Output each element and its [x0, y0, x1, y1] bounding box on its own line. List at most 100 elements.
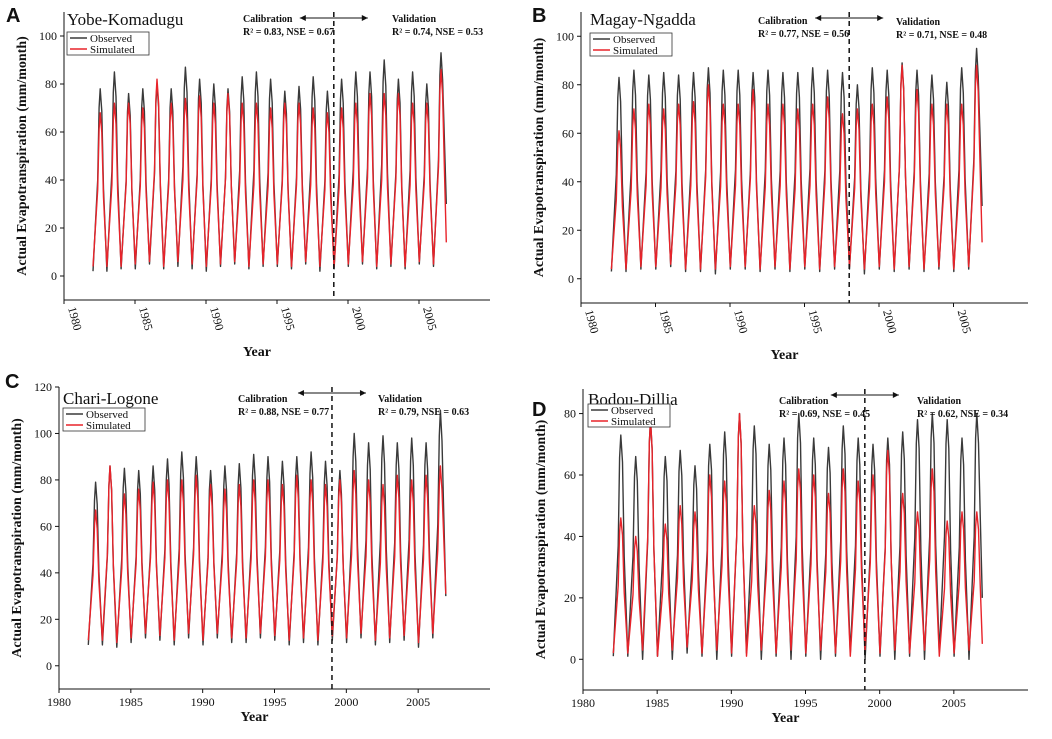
validation-stats: R² = 0.74, NSE = 0.53	[392, 27, 483, 38]
panel-letter: B	[532, 5, 546, 27]
y-tick-label: 40	[564, 529, 576, 543]
arrow-right-icon	[359, 390, 366, 396]
legend-label-observed: Observed	[613, 34, 656, 46]
validation-label: Validation	[917, 396, 962, 407]
calibration-label: Calibration	[779, 396, 829, 407]
calibration-stats: R² = 0.69, NSE = 0.45	[779, 409, 870, 420]
basin-title: Magay-Ngadda	[590, 10, 696, 29]
x-tick-label: 1980	[47, 695, 71, 709]
x-tick-label: 2005	[942, 696, 966, 710]
x-tick-label: 2005	[420, 305, 440, 332]
legend-box	[589, 32, 673, 57]
x-tick-label: 1995	[278, 305, 298, 332]
x-tick-label: 1985	[645, 696, 669, 710]
x-tick-label: 1990	[191, 695, 215, 709]
y-tick-label: 40	[562, 175, 574, 189]
y-tick-label: 100	[39, 29, 57, 43]
validation-stats: R² = 0.62, NSE = 0.34	[917, 409, 1008, 420]
x-axis-title: Year	[772, 711, 800, 726]
series-line-observed	[87, 409, 447, 648]
y-tick-label: 0	[568, 272, 574, 286]
legend-label-observed: Observed	[90, 33, 133, 45]
series-line-simulated	[92, 68, 447, 268]
y-tick-label: 60	[40, 519, 52, 533]
panel-a: A Yobe-Komadugu 0 20 40 60 80 100 1980 1985 1990 19…	[6, 5, 490, 360]
y-tick-label: 60	[564, 468, 576, 482]
legend-label-simulated: Simulated	[90, 44, 135, 56]
calibration-stats: R² = 0.77, NSE = 0.56	[758, 29, 849, 40]
basin-title: Yobe-Komadugu	[67, 10, 184, 29]
arrow-left-icon	[815, 15, 822, 21]
x-tick-label: 1985	[119, 695, 143, 709]
arrow-right-icon	[877, 15, 884, 21]
y-tick-label: 100	[556, 29, 574, 43]
panel-c: C Chari-Logone 0 20 40 60 80 100 120 1980 1985 1990…	[5, 371, 490, 725]
series-line-simulated	[87, 465, 447, 644]
panel-b: B Magay-Ngadda 0 20 40 60 80 100 1980 1985 1990 199…	[532, 5, 1028, 363]
x-tick-label: 1980	[582, 308, 602, 335]
y-axis-title: Actual Evapotranspiration (mm/month)	[532, 37, 547, 277]
x-tick-label: 1985	[657, 308, 677, 335]
arrow-right-icon	[892, 392, 899, 398]
y-tick-label: 80	[564, 407, 576, 421]
legend-label-observed: Observed	[86, 409, 129, 421]
y-tick-label: 60	[562, 126, 574, 140]
y-tick-label: 60	[45, 125, 57, 139]
y-tick-label: 80	[562, 78, 574, 92]
arrow-right-icon	[361, 15, 368, 21]
validation-label: Validation	[378, 394, 423, 405]
y-tick-label: 0	[46, 659, 52, 673]
arrow-left-icon	[299, 15, 306, 21]
x-tick-label: 2000	[880, 308, 900, 335]
validation-label: Validation	[896, 17, 941, 28]
y-tick-label: 100	[34, 426, 52, 440]
x-tick-label: 2005	[406, 695, 430, 709]
x-tick-label: 1985	[136, 305, 156, 332]
x-axis-title: Year	[243, 345, 271, 360]
panel-letter: A	[6, 5, 20, 27]
validation-stats: R² = 0.71, NSE = 0.48	[896, 30, 987, 41]
y-tick-label: 20	[562, 223, 574, 237]
validation-label: Validation	[392, 14, 437, 25]
y-axis-title: Actual Evapotranspiration (mm/month)	[534, 419, 549, 659]
x-tick-label: 1990	[207, 305, 227, 332]
calibration-label: Calibration	[243, 14, 293, 25]
legend-label-simulated: Simulated	[613, 45, 658, 57]
y-tick-label: 80	[45, 77, 57, 91]
series-line-observed	[92, 52, 447, 272]
y-tick-label: 20	[564, 591, 576, 605]
x-tick-label: 2005	[955, 308, 975, 335]
series-line-simulated	[610, 64, 983, 270]
x-tick-label: 1990	[731, 308, 751, 335]
panel-letter: D	[532, 399, 546, 421]
x-tick-label: 1990	[719, 696, 743, 710]
y-tick-label: 20	[45, 221, 57, 235]
y-tick-label: 20	[40, 612, 52, 626]
y-tick-label: 0	[570, 652, 576, 666]
y-axis-title: Actual Evapotranspiration (mm/month)	[10, 418, 25, 658]
legend-label-simulated: Simulated	[86, 420, 131, 432]
x-tick-label: 1995	[806, 308, 826, 335]
arrow-left-icon	[297, 390, 304, 396]
calibration-stats: R² = 0.83, NSE = 0.67	[243, 27, 334, 38]
y-tick-label: 40	[45, 173, 57, 187]
x-tick-label: 1995	[794, 696, 818, 710]
y-tick-label: 120	[34, 380, 52, 394]
calibration-label: Calibration	[758, 16, 808, 27]
series-line-observed	[612, 412, 983, 660]
y-tick-label: 80	[40, 473, 52, 487]
y-axis-title: Actual Evapotranspiration (mm/month)	[15, 36, 30, 276]
calibration-stats: R² = 0.88, NSE = 0.77	[238, 407, 329, 418]
x-tick-label: 1980	[571, 696, 595, 710]
calibration-label: Calibration	[238, 394, 288, 405]
legend-label-observed: Observed	[611, 405, 654, 417]
x-tick-label: 1995	[263, 695, 287, 709]
legend-label-simulated: Simulated	[611, 416, 656, 428]
y-tick-label: 0	[51, 269, 57, 283]
arrow-left-icon	[830, 392, 837, 398]
